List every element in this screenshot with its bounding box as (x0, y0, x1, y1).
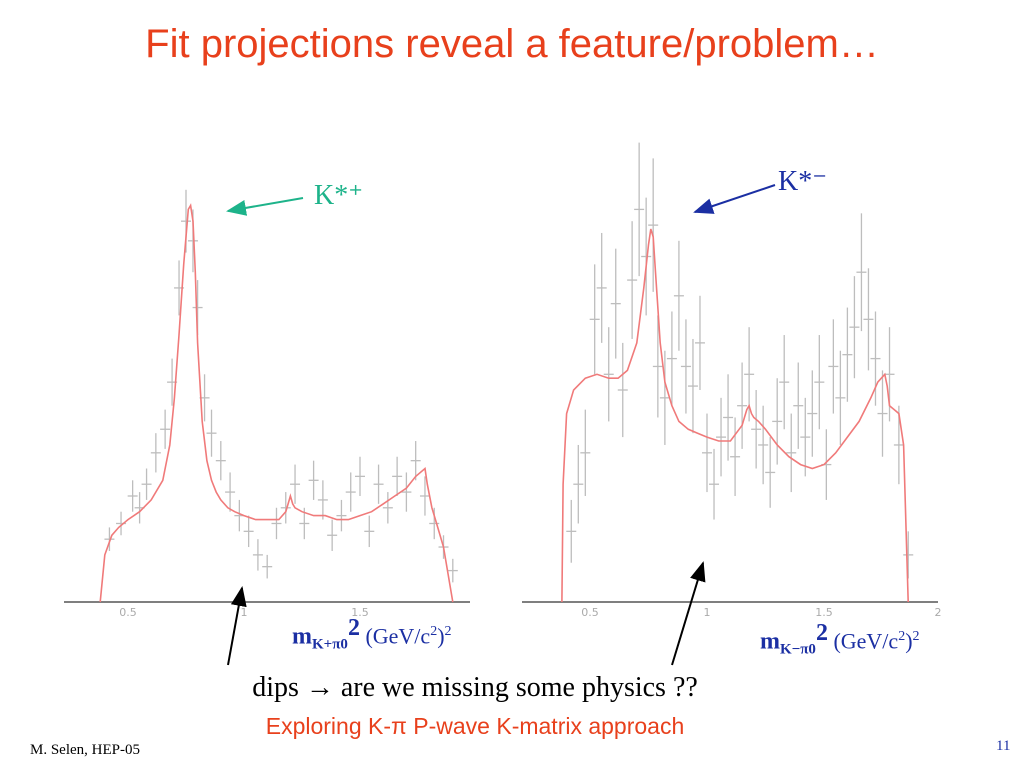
data-point (262, 554, 273, 579)
data-point (410, 441, 421, 481)
kplus-label: K*⁺ (314, 180, 363, 211)
data-point (104, 527, 115, 551)
data-point (596, 232, 607, 343)
data-point (317, 480, 328, 520)
data-point (659, 350, 670, 445)
data-point (709, 448, 720, 520)
footer-author: M. Selen, HEP-05 (30, 742, 140, 758)
left-x-axis-title: mK+π02 (GeV/c2)2 (292, 615, 452, 653)
data-point (737, 362, 748, 449)
data-point (648, 158, 659, 292)
data-point (566, 499, 577, 563)
data-point (252, 539, 263, 571)
data-point (160, 409, 171, 449)
exploring-note: Exploring K-π P-wave K-matrix approach (265, 713, 685, 739)
data-point (680, 319, 691, 414)
data-point (694, 295, 705, 390)
data-point (863, 268, 874, 371)
kplus-arrow (226, 197, 304, 216)
data-point (786, 413, 797, 493)
x-tick-label: 1.5 (815, 606, 833, 619)
data-point (589, 264, 600, 375)
fit-curve (561, 228, 909, 603)
x-tick-label: 0.5 (581, 606, 599, 619)
data-point (800, 397, 811, 477)
data-point (758, 405, 769, 485)
data-point (308, 460, 319, 500)
slide-title: Fit projections reveal a feature/problem… (145, 22, 879, 66)
data-point (842, 307, 853, 402)
x-tick-label: 1 (241, 606, 248, 619)
data-point (447, 558, 458, 583)
data-point (751, 390, 762, 469)
data-point (793, 362, 804, 449)
data-point (580, 409, 591, 496)
data-point (290, 464, 301, 504)
data-point (870, 311, 881, 406)
data-point (765, 437, 776, 508)
kminus-arrow (693, 184, 776, 214)
x-tick-label: 1 (704, 606, 711, 619)
data-point (271, 507, 282, 540)
data-point (641, 197, 652, 316)
data-point (392, 456, 403, 496)
right-x-axis-title: mK−π02 (GeV/c2)2 (760, 620, 920, 658)
dips-question: dips → are we missing some physics ?? (252, 672, 698, 703)
data-point (617, 342, 628, 438)
data-point (627, 221, 638, 339)
data-point (723, 374, 734, 461)
dip-arrow-left (227, 586, 247, 666)
data-point (150, 433, 161, 473)
fit-curve (99, 203, 454, 603)
data-point (355, 456, 365, 496)
data-point (779, 335, 790, 430)
data-point (345, 472, 356, 512)
data-point (634, 142, 645, 277)
data-point (364, 515, 375, 548)
x-tick-label: 1.5 (351, 606, 369, 619)
data-point (673, 240, 684, 351)
x-tick-label: 2 (935, 606, 942, 619)
data-point (687, 338, 698, 434)
data-point (828, 319, 839, 414)
data-point (772, 378, 783, 465)
kminus-label: K*⁻ (778, 166, 827, 197)
data-point (336, 499, 347, 532)
data-point (807, 370, 818, 457)
dip-arrow-right (671, 561, 706, 666)
data-point (127, 480, 138, 512)
data-point (206, 409, 217, 457)
data-point (327, 519, 338, 551)
data-point (814, 335, 825, 430)
data-point (610, 248, 621, 359)
data-point (730, 417, 741, 496)
page-number: 11 (996, 738, 1011, 754)
x-tick-label: 0.5 (119, 606, 137, 619)
data-point (401, 472, 412, 512)
data-point (225, 472, 236, 512)
data-point (373, 464, 384, 504)
data-point (382, 492, 393, 524)
data-point (716, 397, 727, 477)
data-point (877, 370, 888, 457)
data-point (141, 468, 152, 500)
data-point (280, 492, 291, 524)
data-point (573, 444, 584, 524)
data-point (849, 276, 860, 379)
data-point (652, 315, 663, 418)
data-point (903, 531, 914, 579)
data-point (835, 350, 846, 445)
data-point (243, 515, 254, 548)
data-point (856, 213, 867, 332)
data-point (215, 441, 226, 481)
data-point (603, 327, 614, 422)
data-point (666, 311, 677, 406)
data-point (702, 413, 712, 493)
data-point (419, 476, 430, 516)
